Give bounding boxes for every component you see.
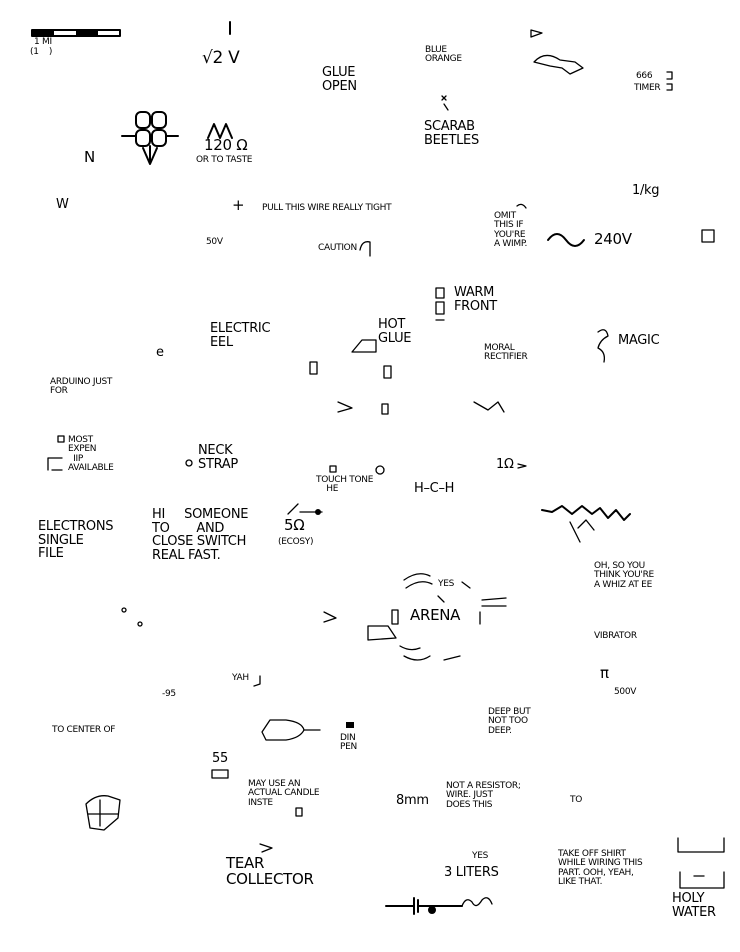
neck-strap-label: NECK STRAP (198, 443, 238, 472)
ecosy-label: (ECOSY) (278, 537, 314, 547)
din-pen-label: DIN PEN (340, 733, 357, 753)
arena-label: ARENA (410, 606, 461, 624)
ohm-5-label: 5Ω (284, 516, 305, 534)
per-kg-label: 1/kg (632, 183, 660, 198)
yes-label: YES (472, 851, 488, 861)
yah-label: YAH (232, 673, 249, 683)
pi-label: π (600, 664, 609, 682)
ohm-1-label: 1Ω (496, 457, 514, 472)
west-label: W (56, 197, 69, 212)
whiz-label: OH, SO YOU THINK YOU'RE A WHIZ AT EE (594, 561, 654, 590)
arduino-label: ARDUINO JUST FOR (50, 377, 113, 397)
vibrator-label: VIBRATOR (594, 631, 637, 641)
scale-bar (31, 29, 121, 37)
to-label: TO (570, 795, 582, 805)
scale-label: 1 mi (34, 37, 52, 47)
most-expensive-label: MOST EXPEN IIP AVAILABLE (68, 435, 114, 474)
glue-open-label: GLUE OPEN (322, 65, 357, 94)
moral-rectifier-label: MORAL RECTIFIER (484, 343, 528, 363)
pull-wire-label: PULL THIS WIRE REALLY TIGHT (262, 203, 392, 213)
take-off-shirt-label: TAKE OFF SHIRT WHILE WIRING THIS PART. O… (558, 849, 643, 888)
north-label: N (84, 148, 95, 166)
touch-tone-label: TOUCH TONE HE (316, 475, 374, 495)
voltage-240-label: 240V (594, 230, 632, 248)
warm-front-label: WARM FRONT (454, 285, 497, 314)
timer-number-label: 666 (636, 71, 653, 81)
candle-label: MAY USE AN ACTUAL CANDLE INSTE (248, 779, 320, 808)
yes-small-label: YES (438, 579, 454, 589)
electrons-single-file-label: ELECTRONS SINGLE FILE (38, 519, 114, 562)
ac-source-symbol (547, 233, 585, 247)
sqrt2-voltage-label: √2 V (202, 48, 240, 68)
tear-collector-label: TEAR COLLECTOR (226, 854, 314, 888)
voltage-50-label: 50V (206, 237, 223, 247)
electric-eel-label: ELECTRIC EEL (210, 321, 271, 350)
or-to-taste-label: OR TO TASTE (196, 155, 253, 165)
scarab-beetles-label: SCARAB BEETLES (424, 119, 479, 148)
not-resistor-label: NOT A RESISTOR; WIRE. JUST DOES THIS (446, 781, 521, 810)
mm-8-label: 8mm (396, 793, 429, 808)
deep-label: DEEP BUT NOT TOO DEEP. (488, 707, 531, 736)
voltage-500-label: 500V (614, 687, 637, 697)
ohm-120-label: 120 Ω (204, 136, 248, 154)
holy-water-label: HOLY WATER (672, 891, 716, 920)
resistor-zigzag (207, 123, 233, 139)
scale-sublabel: (1 ) (30, 47, 53, 57)
electron-symbol-label: e (156, 345, 164, 360)
plus-terminal-label: + (232, 196, 245, 214)
bottom-circuit-wire (385, 897, 463, 915)
caution-label: CAUTION (318, 243, 357, 253)
magic-label: MAGIC (618, 333, 660, 348)
to-center-label: TO CENTER OF (52, 725, 116, 735)
hch-label: H–C–H (414, 481, 455, 496)
omit-wimp-label: OMIT THIS IF YOU'RE A WIMP. (494, 211, 528, 250)
flower-symbol (121, 111, 179, 165)
timer-label: TIMER (634, 83, 661, 93)
number-55-label: 55 (212, 751, 228, 766)
three-liters-label: 3 LITERS (444, 865, 499, 880)
hot-glue-label: HOT GLUE (378, 317, 412, 346)
blue-orange-label: BLUE ORANGE (425, 45, 462, 65)
hi-someone-label: HI SOMEONE TO AND CLOSE SWITCH REAL FAST… (152, 507, 249, 563)
minus-95-label: -95 (162, 689, 176, 699)
